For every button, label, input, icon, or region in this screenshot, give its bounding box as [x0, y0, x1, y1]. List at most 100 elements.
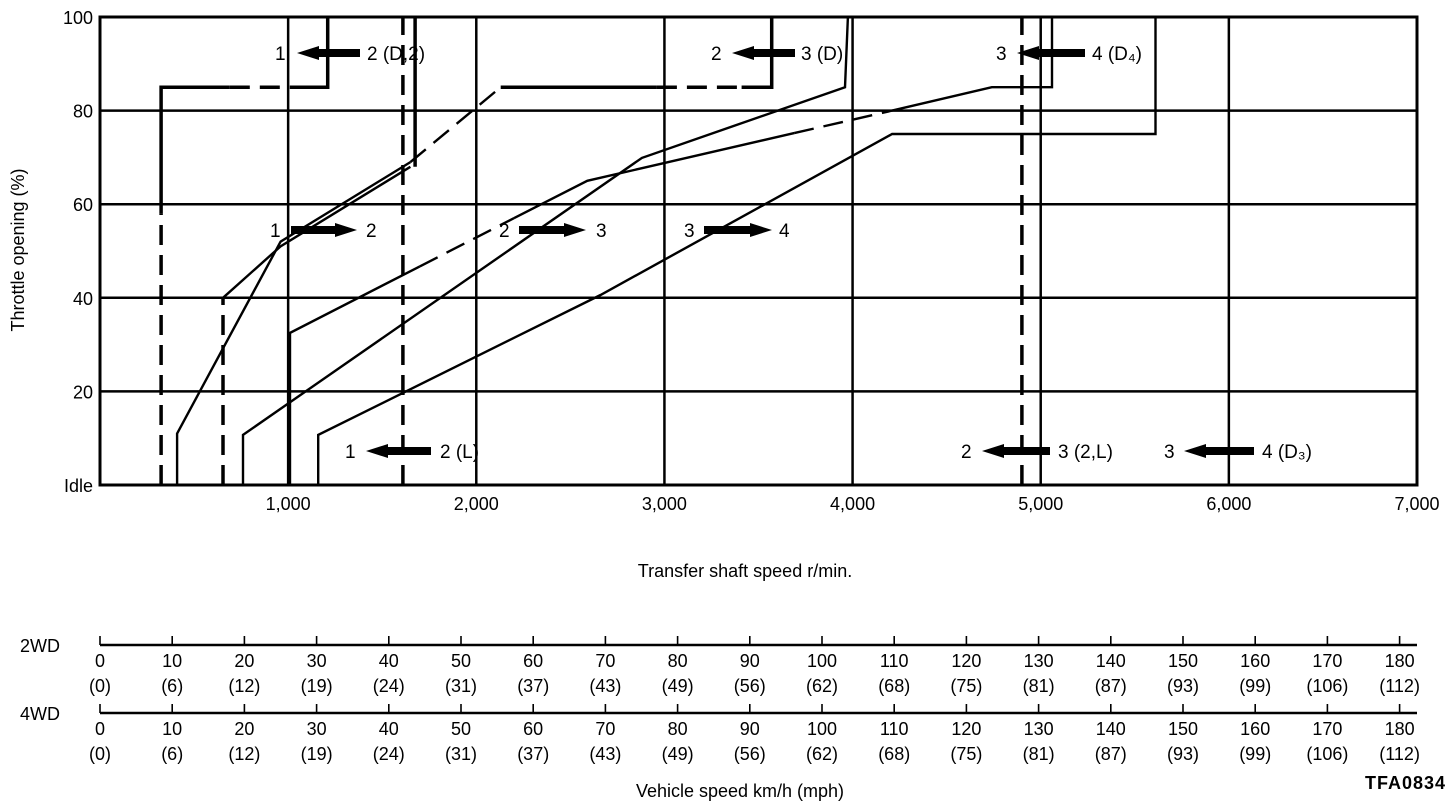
mph-label: (99): [1239, 676, 1271, 696]
mph-label: (37): [517, 744, 549, 764]
kmh-label: 130: [1024, 719, 1054, 739]
shift-line: [741, 17, 774, 89]
shift-line: [513, 131, 795, 220]
shift-line: [222, 165, 412, 299]
kmh-label: 20: [234, 719, 254, 739]
mph-label: (12): [228, 744, 260, 764]
mph-label: (56): [734, 676, 766, 696]
mph-label: (68): [878, 744, 910, 764]
x-tick-label: 5,000: [1018, 494, 1063, 514]
vehicle-speed-scales: 2WD 0 (0) 10 (6) 20 (12) 30 (19) 40 (24) 50 (31) 60 (3…: [20, 636, 1420, 764]
mph-label: (87): [1095, 744, 1127, 764]
x-tick-label: 2,000: [454, 494, 499, 514]
shift-line: [288, 265, 421, 485]
kmh-label: 50: [451, 719, 471, 739]
drive-type-label: 2WD: [20, 636, 60, 656]
kmh-label: 30: [307, 651, 327, 671]
mph-label: (62): [806, 744, 838, 764]
kmh-label: 0: [95, 651, 105, 671]
kmh-label: 80: [668, 651, 688, 671]
mph-label: (68): [878, 676, 910, 696]
to-gear-label: 3 (2,L): [1058, 442, 1113, 463]
to-gear-label: 4 (D₄): [1092, 44, 1142, 65]
kmh-label: 90: [740, 719, 760, 739]
kmh-label: 170: [1312, 719, 1342, 739]
kmh-label: 40: [379, 651, 399, 671]
kmh-label: 30: [307, 719, 327, 739]
kmh-label: 180: [1385, 719, 1415, 739]
from-gear-label: 1: [275, 44, 286, 65]
mph-label: (93): [1167, 744, 1199, 764]
mph-label: (31): [445, 744, 477, 764]
shift-line: [409, 86, 502, 164]
kmh-label: 120: [951, 651, 981, 671]
from-gear-label: 2: [961, 442, 972, 463]
kmh-label: 60: [523, 719, 543, 739]
kmh-label: 80: [668, 719, 688, 739]
shift-lines: [159, 16, 1157, 485]
y-axis-title: Throttle opening (%): [8, 168, 28, 331]
arrow-left-icon: [297, 46, 360, 60]
mph-label: (81): [1023, 744, 1055, 764]
mph-label: (49): [662, 676, 694, 696]
shift-line: [793, 109, 893, 135]
kmh-label: 110: [880, 719, 909, 739]
mph-label: (81): [1023, 676, 1055, 696]
arrow-left-icon: [1017, 46, 1085, 60]
from-gear-label: 1: [345, 442, 356, 463]
from-gear-label: 3: [996, 44, 1007, 65]
arrow-right-icon: [519, 223, 586, 237]
kmh-label: 70: [595, 651, 615, 671]
mph-label: (6): [161, 744, 183, 764]
drive-type-label: 4WD: [20, 704, 60, 724]
kmh-label: 0: [95, 719, 105, 739]
arrow-left-icon: [1184, 444, 1254, 458]
mph-label: (24): [373, 676, 405, 696]
arrow-right-icon: [291, 223, 357, 237]
mph-label: (75): [950, 744, 982, 764]
kmh-label: 50: [451, 651, 471, 671]
mph-label: (99): [1239, 744, 1271, 764]
mph-label: (49): [662, 744, 694, 764]
kmh-label: 140: [1096, 651, 1126, 671]
shift-annotation: 1 2 (D,2): [275, 44, 425, 65]
kmh-label: 120: [951, 719, 981, 739]
mph-label: (43): [589, 744, 621, 764]
x-tick-label: 4,000: [830, 494, 875, 514]
kmh-label: 100: [807, 651, 837, 671]
kmh-label: 150: [1168, 719, 1198, 739]
to-gear-label: 4: [779, 221, 790, 242]
axes: 1,000 2,000 3,000 4,000 5,000 6,000 7,000 100 80…: [63, 8, 1440, 514]
to-gear-label: 4 (D₃): [1262, 442, 1312, 463]
to-gear-label: 2 (L): [440, 442, 479, 463]
shift-line: [175, 161, 412, 485]
mph-label: (19): [301, 676, 333, 696]
to-gear-label: 2 (D,2): [367, 44, 425, 65]
mph-label: (112): [1379, 676, 1420, 696]
shift-annotation: 2 3 (D): [711, 44, 843, 65]
shift-line: [317, 17, 1157, 485]
to-gear-label: 2: [366, 221, 377, 242]
kmh-label: 100: [807, 719, 837, 739]
to-gear-label: 3 (D): [801, 44, 843, 65]
kmh-label: 130: [1024, 651, 1054, 671]
kmh-label: 150: [1168, 651, 1198, 671]
shift-line: [290, 17, 330, 89]
y-tick-label: 60: [73, 195, 93, 215]
kmh-label: 60: [523, 651, 543, 671]
kmh-label: 90: [740, 651, 760, 671]
mph-label: (19): [301, 744, 333, 764]
mph-label: (75): [950, 676, 982, 696]
mph-label: (12): [228, 676, 260, 696]
shift-line: [891, 17, 1054, 112]
kmh-label: 160: [1240, 719, 1270, 739]
y-tick-label: 20: [73, 382, 93, 402]
mph-label: (43): [589, 676, 621, 696]
kmh-label: 70: [595, 719, 615, 739]
y-tick-label: Idle: [64, 476, 93, 496]
from-gear-label: 3: [1164, 442, 1175, 463]
mph-label: (106): [1306, 744, 1348, 764]
